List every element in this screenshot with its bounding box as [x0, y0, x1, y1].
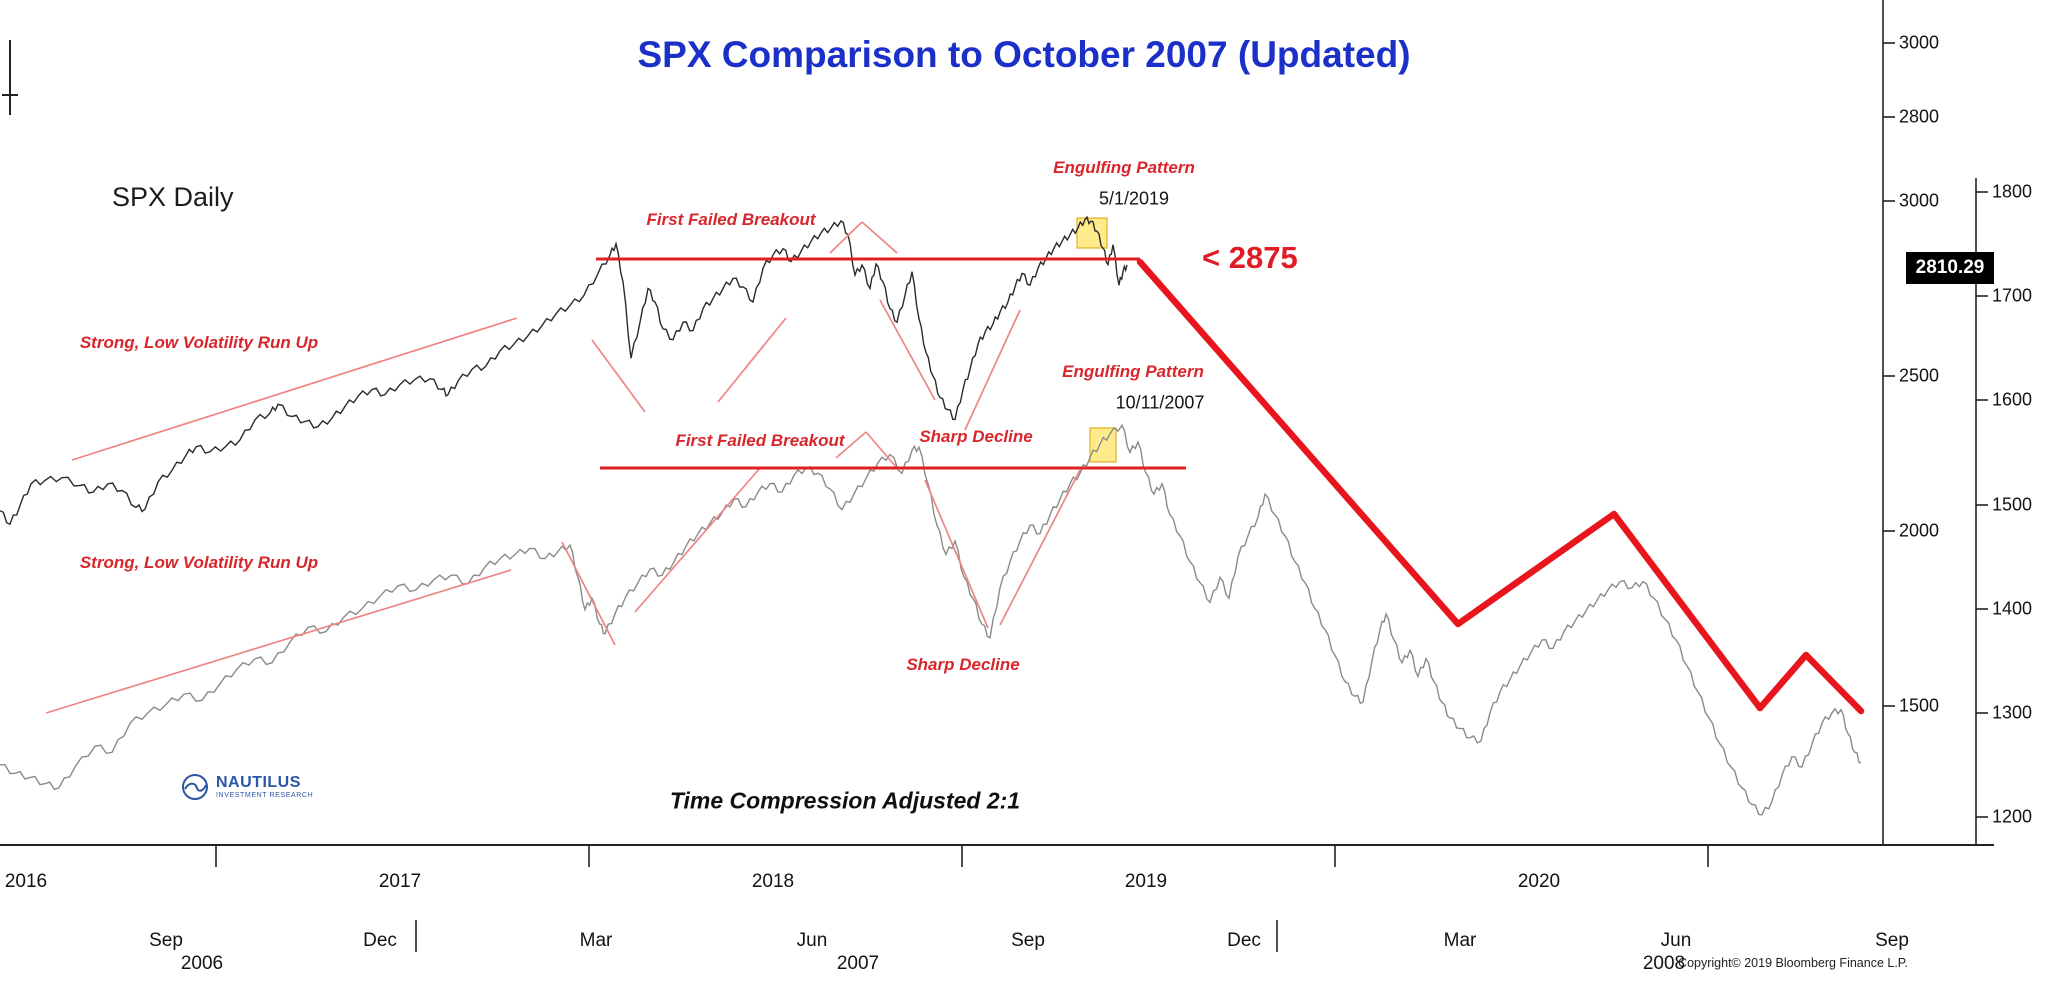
pullback-line-2007	[561, 541, 616, 646]
pullback-line-2019	[591, 339, 646, 413]
decline-line-2007	[924, 479, 989, 629]
recovery-line-2019-b	[964, 309, 1021, 431]
projected-decline-path	[1136, 258, 1865, 715]
runup-line-2019	[71, 317, 518, 461]
spx-2016-2019-series	[0, 215, 1128, 526]
peak-caret-2007-left	[835, 431, 867, 459]
peak-caret-2007-right	[865, 431, 898, 469]
engulfing-box-2019	[1076, 217, 1108, 249]
recovery-line-2007-a	[634, 467, 761, 613]
decline-line-2019	[879, 299, 936, 401]
recovery-line-2019-a	[717, 317, 787, 403]
runup-line-2007	[45, 569, 512, 714]
recovery-line-2007-b	[999, 469, 1081, 626]
peak-caret-2019-right	[861, 221, 898, 254]
peak-caret-2019-left	[829, 221, 863, 254]
engulfing-box-2007	[1089, 427, 1117, 463]
spx-2006-2008-series	[0, 423, 1862, 816]
